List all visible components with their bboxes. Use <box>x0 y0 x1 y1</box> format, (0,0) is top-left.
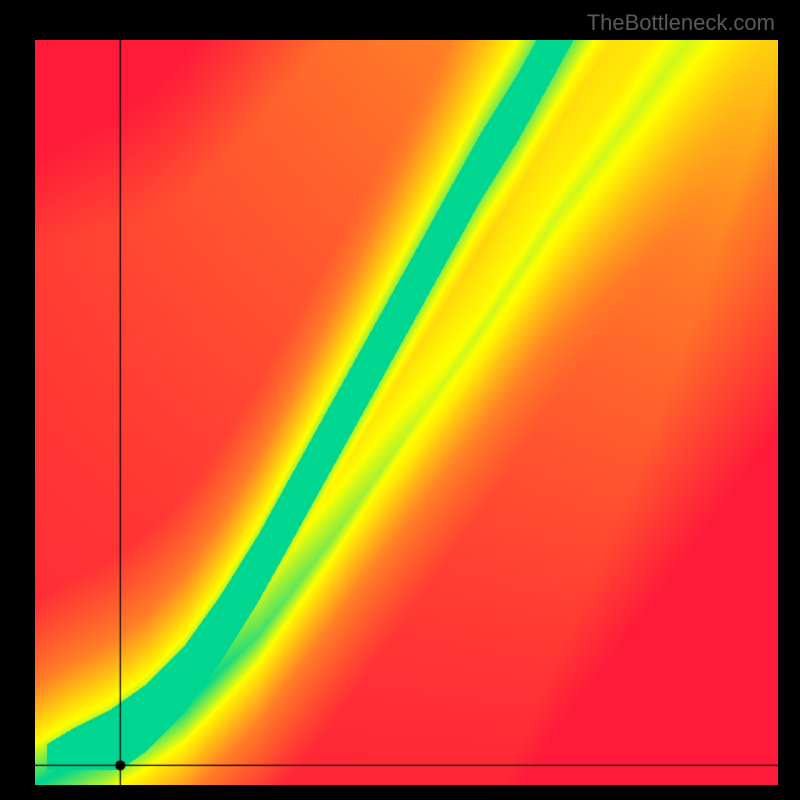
attribution-text: TheBottleneck.com <box>587 10 775 36</box>
bottleneck-heatmap <box>35 40 778 785</box>
